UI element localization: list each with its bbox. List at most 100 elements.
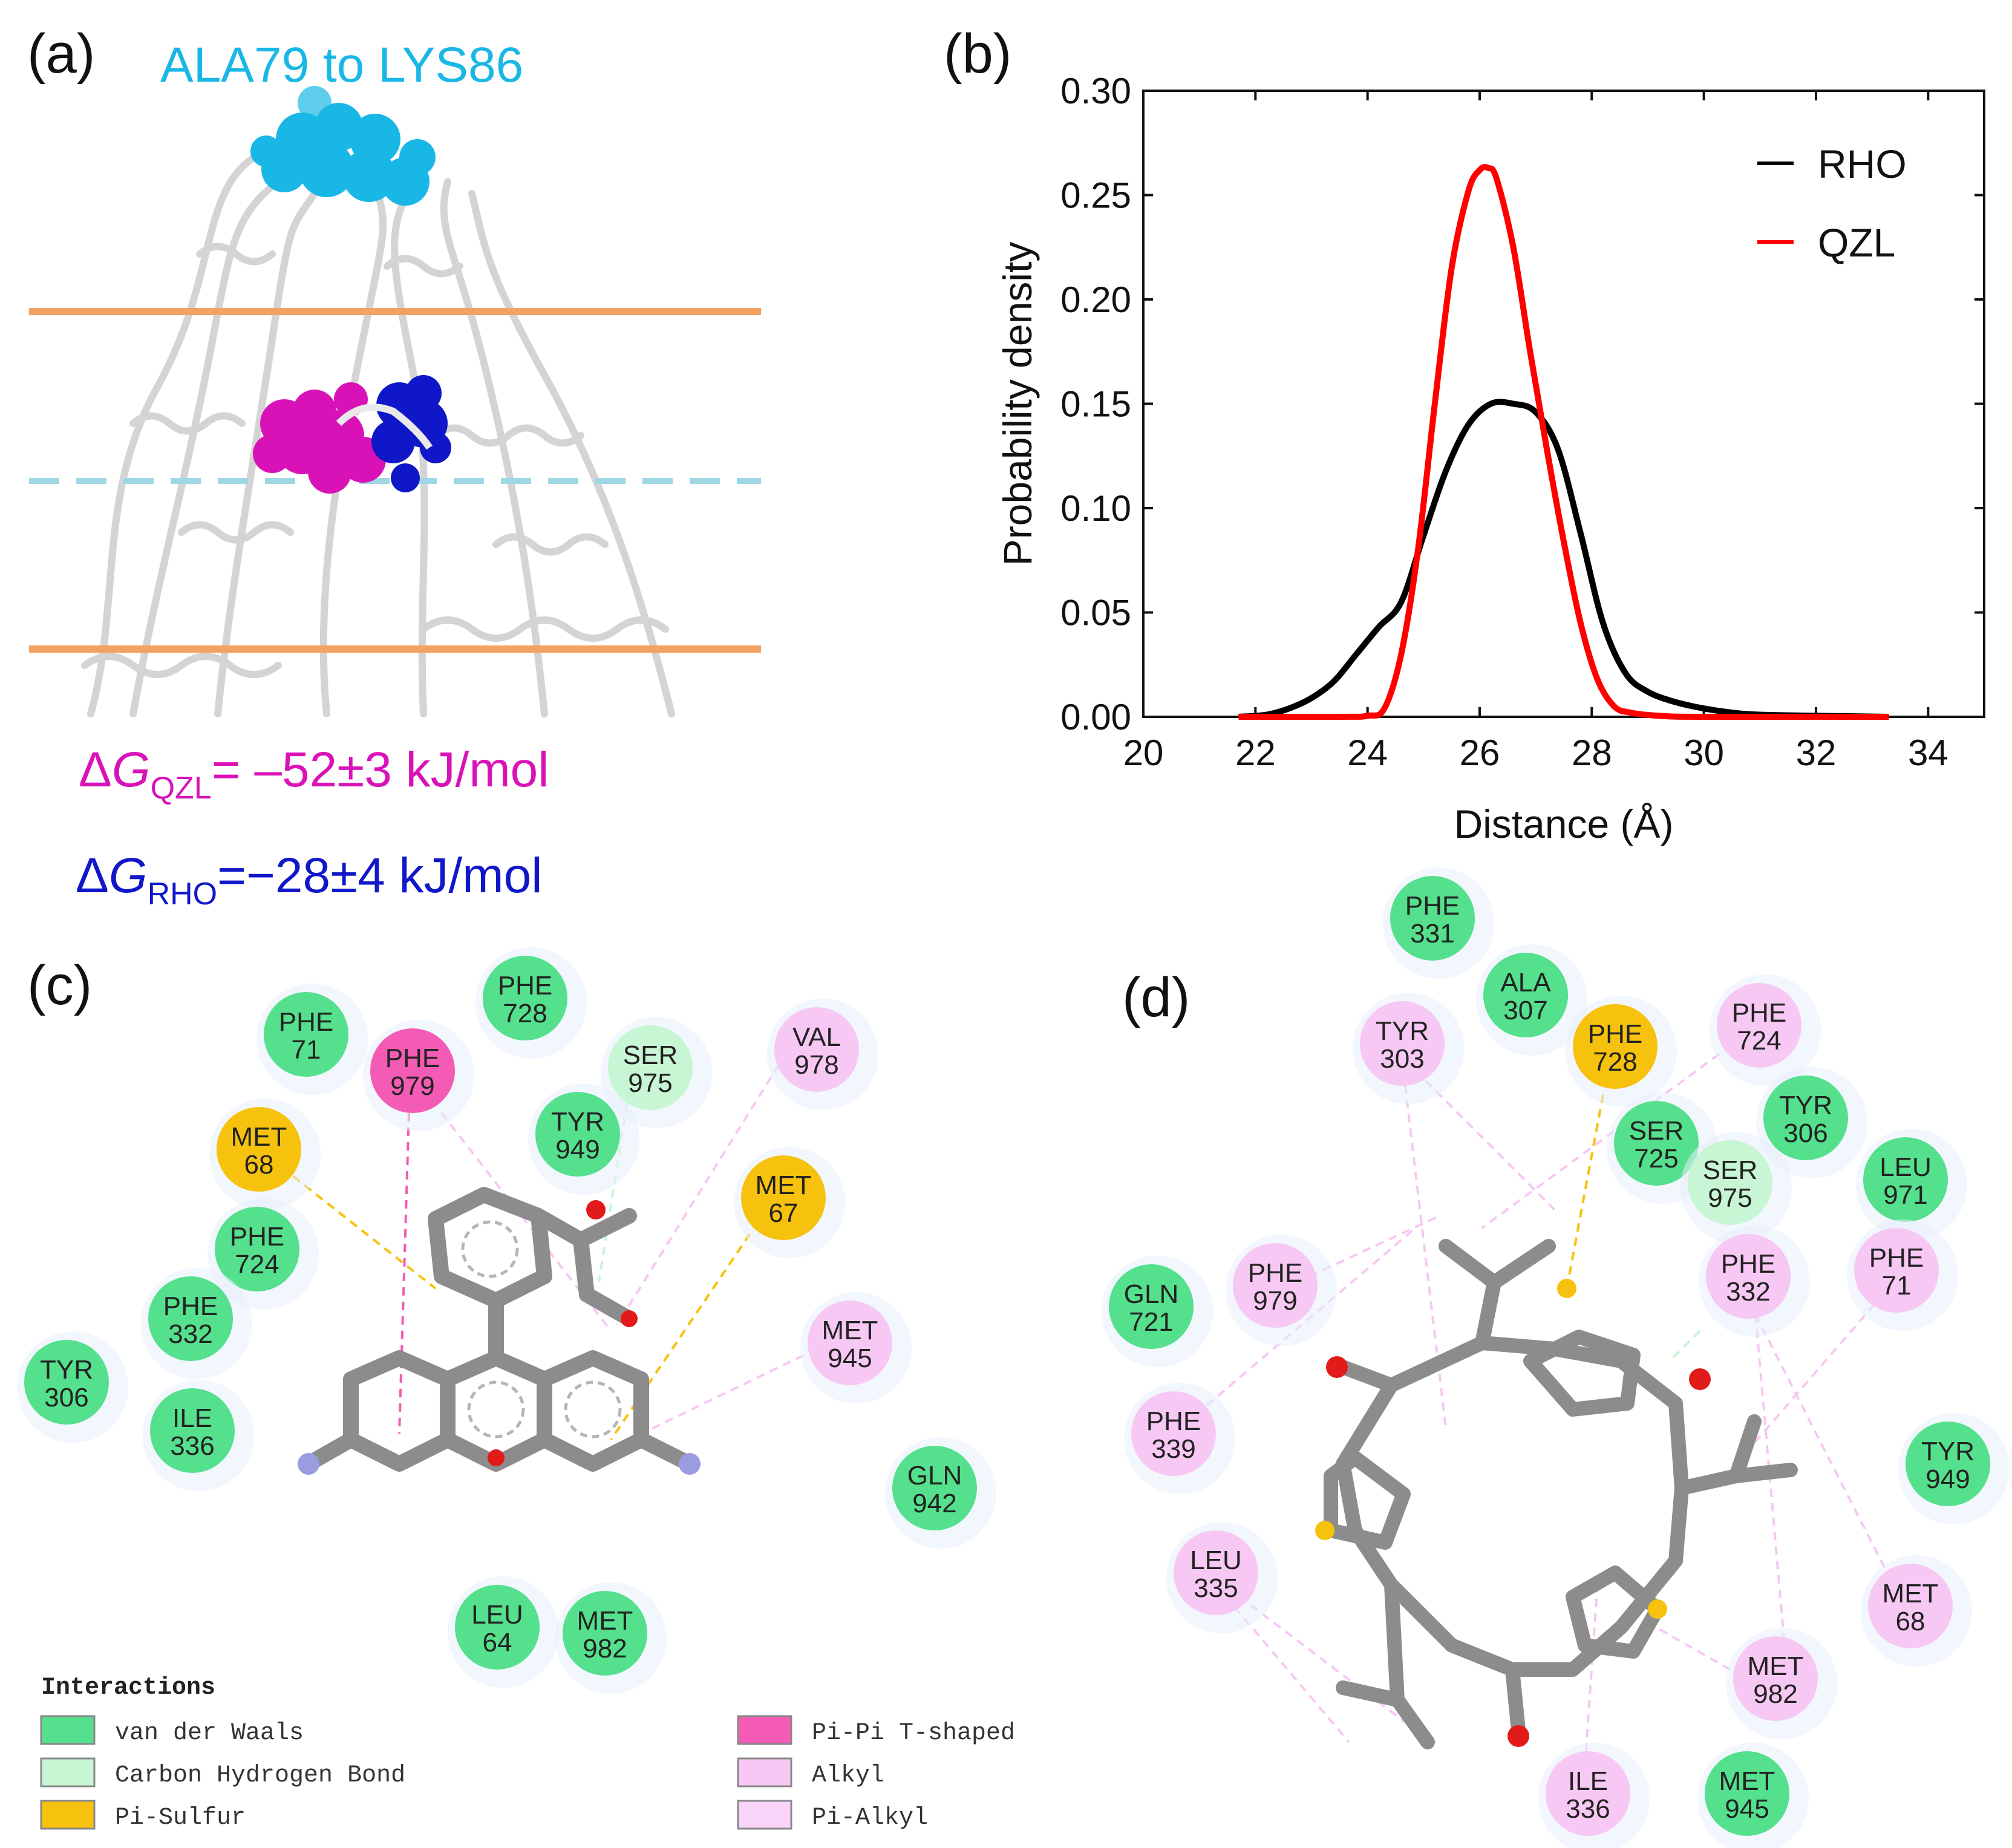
residue-number: 949: [555, 1135, 599, 1164]
residue-number: 68: [1896, 1607, 1925, 1636]
residue-name: SER: [1703, 1155, 1757, 1185]
residue-bubble: [150, 1388, 235, 1473]
legend-label-rho: RHO: [1818, 142, 1907, 186]
residue-number: 945: [1725, 1794, 1769, 1824]
interactions-legend: Interactions van der Waals Carbon Hydroge…: [40, 1674, 1015, 1832]
residue-name: PHE: [1146, 1406, 1201, 1436]
residue-bubble: [215, 1207, 299, 1291]
legend-label: Pi-Pi T-shaped: [812, 1720, 1015, 1747]
nitrogen-atom: [298, 1453, 319, 1475]
residue-number: 71: [1882, 1271, 1912, 1301]
residue-number: 67: [769, 1198, 799, 1228]
residue-bubble: [1705, 1751, 1789, 1836]
y-tick-label: 0.20: [1060, 279, 1131, 320]
residue-name: PHE: [1721, 1249, 1775, 1279]
residue-name: ALA: [1500, 968, 1551, 997]
residue-bubble: [1733, 1636, 1818, 1721]
dg-qzl-text: ΔGQZL= –52±3 kJ/mol: [79, 742, 549, 806]
x-tick-label: 26: [1460, 733, 1500, 773]
residue-bubble: [1390, 876, 1475, 961]
residue-bubble: [1131, 1391, 1216, 1476]
residue-bubble: [455, 1585, 540, 1670]
residue-bubble: [808, 1301, 892, 1385]
oxygen-atom: [621, 1310, 638, 1327]
sulfur-atom: [1315, 1521, 1334, 1540]
legend-item-vdw: van der Waals: [40, 1715, 304, 1747]
residue-name: PHE: [1248, 1258, 1302, 1288]
residue-bubble: [741, 1155, 826, 1240]
residue-number: 725: [1634, 1144, 1678, 1174]
residue-number: 335: [1194, 1573, 1238, 1603]
residue-number: 978: [794, 1050, 838, 1080]
residue-name: MET: [1883, 1579, 1939, 1608]
sulfur-atom: [1557, 1279, 1576, 1298]
residue-name: LEU: [1880, 1152, 1932, 1182]
residue-bubble: [892, 1446, 977, 1530]
rho-molecule-inner-rings: [461, 1220, 622, 1438]
x-tick-label: 34: [1908, 733, 1948, 773]
residue-name: MET: [577, 1606, 633, 1636]
residue-number: 306: [44, 1383, 88, 1412]
residue-bubble: [1573, 1004, 1658, 1089]
oxygen-atom: [488, 1449, 505, 1466]
residue-name: ILE: [1568, 1766, 1608, 1796]
residue-number: 728: [1593, 1047, 1637, 1077]
oxygen-atom: [586, 1200, 606, 1219]
x-axis-label: Distance (Å): [1454, 802, 1673, 846]
oxygen-atom: [1326, 1356, 1348, 1378]
residue-number: 975: [628, 1068, 672, 1098]
legend-label: Pi-Sulfur: [115, 1804, 246, 1832]
y-tick-label: 0.25: [1060, 175, 1131, 216]
residue-bubble: [1854, 1228, 1939, 1313]
nitrogen-atom: [679, 1453, 701, 1475]
legend-item-pialkyl: Pi-Alkyl: [737, 1800, 928, 1832]
residue-number: 979: [390, 1071, 434, 1101]
residue-number: 303: [1380, 1044, 1424, 1074]
residue-number: 332: [1726, 1277, 1770, 1307]
residue-name: LEU: [471, 1600, 523, 1630]
legend-label: Pi-Alkyl: [812, 1804, 928, 1832]
residue-number: 307: [1503, 996, 1547, 1025]
residue-name: TYR: [1779, 1091, 1832, 1120]
residue-name: GLN: [907, 1461, 962, 1490]
legend-label-qzl: QZL: [1818, 220, 1895, 265]
oxygen-atom: [1689, 1368, 1711, 1390]
residue-name: PHE: [498, 971, 552, 1001]
residue-name: PHE: [1405, 891, 1460, 921]
distance-density-chart: 20 22 24 26 28 30 32 34 0.00 0.05 0.10 0.15 0.20 0.25…: [995, 71, 1985, 846]
residue-name: PHE: [230, 1222, 284, 1252]
residue-name: PHE: [1588, 1019, 1642, 1049]
ligand-ribbon: [336, 403, 433, 450]
residue-bubble: [1483, 953, 1568, 1037]
residue-bubble: [1546, 1751, 1630, 1836]
residue-bubble: [1763, 1076, 1848, 1160]
dg-rho-text: ΔGRHO=−28±4 kJ/mol: [76, 848, 542, 912]
residue-bubble: [1868, 1564, 1953, 1648]
panel-c-label: (c): [27, 955, 92, 1016]
residue-bubble: [1717, 983, 1801, 1068]
legend-label: Alkyl: [812, 1762, 884, 1789]
residue-bubble: [1863, 1137, 1948, 1222]
legend-swatch: [737, 1715, 792, 1745]
legend-swatch: [40, 1800, 96, 1830]
